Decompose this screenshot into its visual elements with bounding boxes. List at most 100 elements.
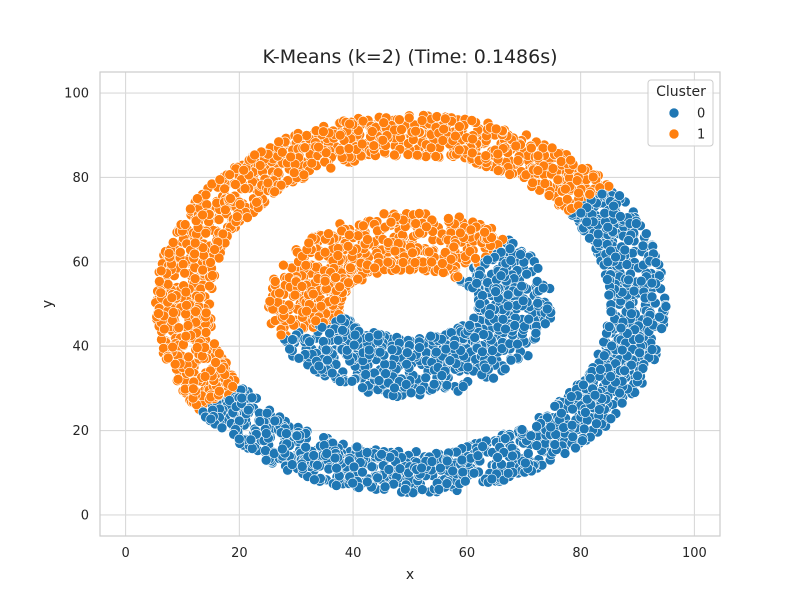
y-tick-label: 40 — [72, 340, 89, 355]
data-point — [584, 189, 596, 200]
data-point — [580, 407, 591, 418]
data-point — [577, 435, 588, 447]
data-point — [344, 118, 355, 130]
data-point — [525, 430, 537, 442]
data-point — [180, 308, 191, 320]
data-point — [214, 174, 226, 185]
data-point — [254, 160, 266, 171]
data-point — [619, 244, 631, 256]
data-point — [366, 126, 378, 137]
data-point — [227, 381, 238, 392]
data-point — [602, 256, 614, 268]
data-point — [159, 323, 170, 335]
data-point — [181, 299, 192, 311]
data-point — [347, 477, 359, 489]
data-point — [378, 117, 390, 128]
data-point — [231, 211, 243, 222]
data-point — [474, 298, 486, 310]
data-point — [331, 462, 342, 474]
data-point — [614, 387, 625, 399]
data-point — [525, 142, 537, 154]
data-point — [369, 262, 380, 274]
data-point — [319, 275, 331, 287]
data-point — [477, 346, 488, 358]
data-point — [623, 235, 634, 246]
data-points — [150, 110, 672, 499]
data-point — [472, 450, 484, 462]
data-point — [230, 179, 241, 190]
data-point — [492, 148, 504, 160]
data-point — [646, 344, 658, 355]
data-point — [615, 211, 626, 222]
data-point — [403, 112, 415, 124]
legend-marker — [668, 128, 680, 140]
data-point — [213, 214, 225, 225]
data-point — [402, 149, 414, 160]
x-axis-ticks: 0 20 40 60 80 100 — [121, 546, 706, 561]
data-point — [630, 218, 642, 229]
data-point — [242, 212, 253, 223]
data-point — [416, 462, 427, 474]
data-point — [337, 324, 348, 336]
data-point — [205, 413, 217, 425]
data-point — [321, 448, 333, 459]
data-point — [262, 177, 274, 189]
data-point — [522, 448, 534, 459]
data-point — [605, 306, 617, 318]
data-point — [269, 276, 281, 287]
data-point — [505, 255, 517, 266]
data-point — [325, 162, 337, 174]
data-point — [425, 330, 437, 342]
data-point — [502, 300, 514, 312]
data-point — [603, 321, 615, 333]
data-point — [357, 220, 369, 232]
data-point — [214, 348, 225, 359]
data-point — [180, 286, 192, 298]
y-tick-label: 100 — [64, 87, 89, 102]
data-point — [487, 345, 498, 356]
data-point — [220, 204, 231, 216]
data-point — [521, 268, 533, 280]
data-point — [502, 289, 514, 301]
data-point — [532, 297, 544, 309]
data-point — [512, 338, 523, 350]
data-point — [216, 422, 228, 434]
data-point — [343, 277, 354, 289]
data-point — [326, 367, 338, 379]
data-point — [581, 216, 593, 228]
data-point — [478, 329, 489, 340]
data-point — [416, 484, 428, 495]
data-point — [466, 147, 478, 159]
data-point — [324, 327, 335, 339]
data-point — [469, 332, 481, 343]
data-point — [632, 370, 643, 382]
data-point — [315, 300, 327, 312]
data-point — [445, 253, 457, 265]
data-point — [504, 169, 516, 180]
data-point — [236, 392, 248, 404]
data-point — [308, 450, 320, 461]
legend-entries: 01 — [668, 107, 705, 143]
data-point — [361, 447, 373, 458]
data-point — [660, 301, 672, 312]
data-point — [480, 150, 492, 161]
data-point — [486, 473, 498, 485]
data-point — [411, 149, 423, 161]
data-point — [334, 281, 346, 293]
data-point — [409, 257, 421, 268]
data-point — [614, 190, 625, 201]
data-point — [450, 130, 461, 142]
data-point — [482, 254, 493, 266]
data-point — [531, 276, 543, 287]
data-point — [441, 478, 453, 489]
data-point — [343, 143, 355, 154]
data-point — [646, 277, 658, 289]
data-point — [378, 208, 390, 220]
data-point — [615, 322, 627, 334]
data-point — [376, 448, 387, 460]
data-point — [654, 311, 665, 323]
data-point — [531, 421, 542, 432]
data-point — [274, 287, 285, 299]
data-point — [567, 403, 578, 415]
data-point — [400, 379, 412, 390]
